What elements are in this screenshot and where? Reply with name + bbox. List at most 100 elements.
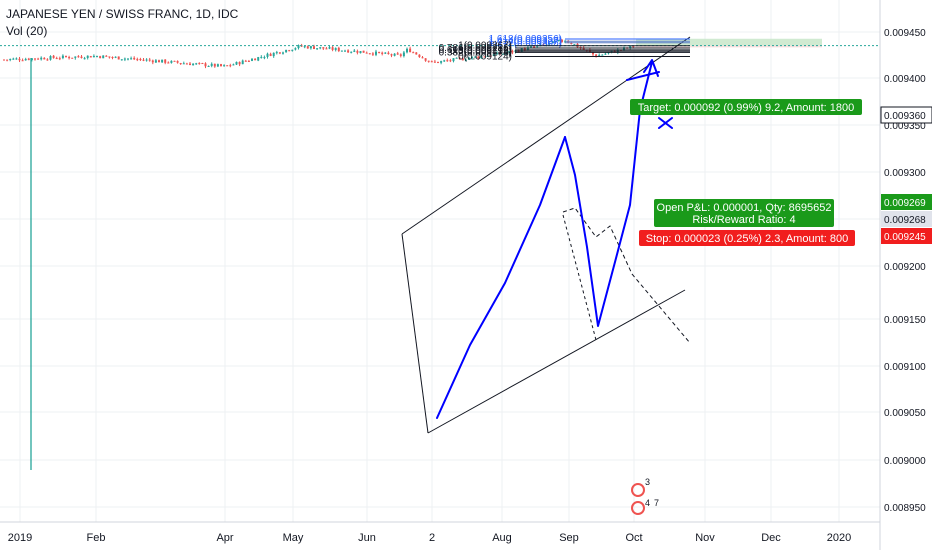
price-tick-label: 0.009400 [884, 74, 926, 85]
candle-down [322, 47, 325, 49]
price-axis[interactable]: 0.0094500.0094000.0093500.0093000.009250… [879, 0, 932, 550]
fib-dashed-projection[interactable] [562, 207, 691, 344]
candle-up [102, 55, 105, 59]
price-tag[interactable]: 0.009360 [880, 106, 932, 124]
candle-down [523, 48, 526, 51]
candle-up [393, 53, 396, 56]
candle-down [71, 57, 74, 59]
candle-up [241, 60, 244, 65]
candle-down [133, 57, 136, 60]
time-tick-label: Feb [87, 532, 106, 544]
time-axis[interactable]: 2019 Feb Apr May Jun 2 Aug Sep Oct Nov Dec 2020 [0, 521, 880, 544]
candle-down [213, 63, 216, 67]
candle-down [533, 46, 536, 48]
cross-marker-icon[interactable] [658, 117, 673, 129]
price-tag[interactable]: 0.009269 [881, 194, 932, 210]
candle-down [185, 63, 188, 65]
time-tick-label: 2 [429, 532, 435, 544]
target-label-bg [630, 99, 862, 115]
candle-up [545, 44, 548, 46]
candle-down [105, 55, 108, 57]
target-zone[interactable] [636, 38, 822, 46]
target-arrow-line[interactable] [626, 71, 660, 81]
candle-down [449, 60, 452, 62]
candle-down [158, 60, 160, 63]
candle-up [145, 59, 148, 61]
pnl-label[interactable]: Open P&L: 0.000001, Qty: 8695652Risk/Rew… [654, 199, 834, 227]
candle-up [291, 49, 294, 51]
candle-down [427, 60, 430, 62]
price-tick-label: 0.009100 [884, 362, 926, 373]
candle-down [111, 56, 114, 58]
pnl-label-bg [654, 199, 834, 227]
price-tag-text: 0.009360 [884, 111, 926, 122]
candle-down [43, 57, 46, 60]
event-markers[interactable]: 3 4 7 [631, 477, 659, 515]
stop-zone[interactable] [636, 45, 822, 48]
candle-down [46, 59, 49, 61]
candle-down [89, 56, 92, 58]
grid [0, 0, 880, 522]
candle-down [204, 63, 207, 67]
event-marker-icon[interactable] [631, 483, 645, 497]
candle-up [573, 44, 576, 46]
price-tag-bg [881, 211, 932, 227]
volume-indicator-label[interactable]: Vol (20) [6, 24, 48, 38]
candle-down [632, 46, 635, 48]
candle-up [471, 56, 474, 59]
candle-up [508, 51, 511, 53]
candle-down [198, 62, 201, 64]
candle-down [37, 58, 40, 60]
candle-up [359, 51, 362, 54]
candle-up [564, 41, 567, 43]
candle-up [303, 46, 306, 48]
candle-down [77, 56, 80, 58]
candle-down [365, 52, 368, 54]
channel-left-edge[interactable] [401, 233, 429, 434]
impulse-wave-line[interactable] [436, 136, 566, 419]
candle-up [40, 57, 43, 60]
candle-down [325, 48, 328, 50]
candle-up [130, 58, 133, 60]
price-tag[interactable]: 0.009245 [881, 228, 932, 244]
stop-label[interactable]: Stop: 0.000023 (0.25%) 2.3, Amount: 800 [639, 230, 855, 246]
candle-up [192, 63, 195, 66]
candle-up [223, 65, 226, 67]
trend-drawing[interactable] [436, 59, 673, 419]
candle-up [526, 47, 529, 51]
candle-down [362, 50, 365, 53]
candle-up [402, 52, 405, 57]
candle-down [80, 56, 83, 58]
candle-up [480, 56, 483, 59]
candle-up [492, 54, 495, 56]
candle-down [18, 58, 21, 61]
candle-down [409, 48, 412, 53]
event-marker-icon[interactable] [631, 501, 645, 515]
candle-up [83, 58, 86, 60]
candle-down [390, 54, 393, 56]
candle-down [433, 61, 436, 63]
fibonacci-levels[interactable]: 1.618(0.009356)1.414(0.009327)1.272(0.00… [439, 34, 690, 62]
candle-down [254, 58, 257, 61]
price-tag-text: 0.009268 [884, 215, 926, 226]
candle-up [263, 57, 266, 59]
target-label[interactable]: Target: 0.000092 (0.99%) 9.2, Amount: 18… [630, 99, 862, 115]
candle-down [173, 60, 176, 62]
candle-down [108, 56, 111, 58]
candle-up [120, 59, 123, 61]
channel-upper-line[interactable] [401, 36, 691, 235]
time-tick-label: Oct [625, 532, 642, 544]
channel-lower-line[interactable] [427, 289, 686, 434]
candle-up [266, 53, 269, 57]
candle-up [24, 59, 27, 61]
candle-up [601, 54, 604, 56]
price-tag[interactable]: 0.009268 [881, 211, 932, 227]
fib-level-label: 0.618(0.009212) [439, 45, 512, 56]
arrow-head-icon[interactable] [643, 59, 659, 77]
abc-wave-line[interactable] [564, 61, 653, 327]
candle-down [244, 60, 247, 62]
channel-drawing[interactable] [401, 36, 691, 434]
symbol-title[interactable]: JAPANESE YEN / SWISS FRANC, 1D, IDC [6, 7, 239, 21]
